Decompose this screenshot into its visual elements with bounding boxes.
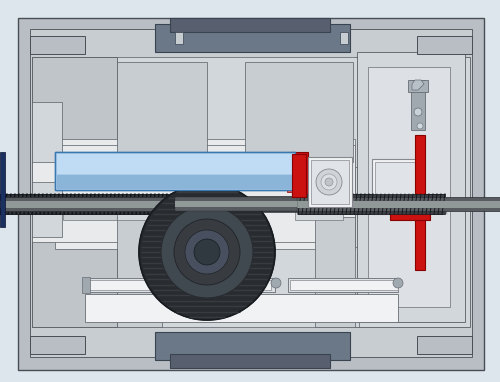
Bar (32, 57, 117, 327)
Circle shape (174, 219, 240, 285)
Bar (0, 197, 500, 211)
Circle shape (317, 172, 345, 200)
Bar (292, 152, 308, 198)
Bar (117, 57, 359, 167)
Circle shape (326, 181, 336, 191)
Bar (0, 194, 175, 214)
Bar (0, 152, 5, 227)
Circle shape (175, 220, 239, 284)
Circle shape (393, 278, 403, 288)
Bar (30, 336, 85, 354)
Bar (170, 354, 330, 368)
Bar (355, 57, 470, 327)
Bar (117, 198, 167, 220)
Bar (55, 139, 355, 249)
Bar (117, 62, 207, 162)
Bar (315, 217, 355, 327)
Circle shape (139, 184, 275, 320)
Bar (390, 210, 430, 220)
Bar (292, 154, 306, 197)
Circle shape (417, 123, 423, 129)
Bar (408, 80, 428, 92)
Bar (117, 247, 359, 327)
Bar (415, 135, 425, 270)
Bar (32, 182, 62, 237)
Bar (411, 80, 425, 130)
Circle shape (185, 230, 229, 274)
Bar (0, 201, 500, 208)
Bar (417, 336, 472, 354)
Bar (63, 205, 117, 220)
Circle shape (161, 206, 253, 298)
Bar (357, 52, 465, 322)
Bar (417, 36, 472, 54)
Bar (308, 157, 352, 207)
Bar (155, 24, 350, 52)
Circle shape (139, 184, 275, 320)
Bar (311, 160, 349, 204)
Bar (287, 158, 293, 192)
Circle shape (195, 240, 219, 264)
Circle shape (321, 174, 337, 190)
Polygon shape (412, 80, 424, 90)
Bar (57, 154, 293, 172)
Circle shape (194, 239, 220, 265)
Bar (55, 152, 295, 190)
Bar (85, 294, 398, 322)
Bar (57, 154, 293, 174)
Bar (32, 57, 117, 327)
Bar (30, 36, 85, 54)
Bar (172, 198, 298, 202)
Bar (175, 32, 183, 44)
Bar (290, 280, 398, 290)
Circle shape (271, 278, 281, 288)
Bar (32, 102, 62, 162)
Bar (288, 278, 398, 292)
Bar (310, 162, 352, 210)
Bar (295, 198, 343, 220)
Bar (117, 160, 167, 182)
Bar (32, 145, 355, 242)
Bar (172, 196, 298, 212)
Bar (57, 175, 293, 189)
Bar (30, 29, 472, 357)
Bar (340, 32, 348, 44)
Bar (175, 201, 297, 207)
Bar (292, 160, 340, 182)
Bar (298, 194, 443, 214)
Circle shape (316, 169, 342, 195)
Bar (245, 62, 353, 162)
Circle shape (162, 207, 252, 297)
Bar (175, 197, 297, 211)
Bar (298, 194, 445, 214)
Bar (368, 67, 450, 307)
Circle shape (325, 178, 333, 186)
Bar (57, 172, 293, 188)
Bar (85, 280, 271, 290)
Bar (55, 152, 295, 190)
Bar (155, 332, 350, 360)
Circle shape (185, 230, 229, 274)
Circle shape (414, 108, 422, 116)
Circle shape (322, 177, 340, 195)
Bar (372, 159, 422, 214)
Bar (85, 278, 275, 292)
Bar (63, 152, 117, 167)
Bar (117, 217, 162, 327)
Bar (375, 162, 419, 211)
Bar (170, 18, 330, 32)
Bar (82, 277, 90, 293)
Bar (0, 194, 175, 214)
